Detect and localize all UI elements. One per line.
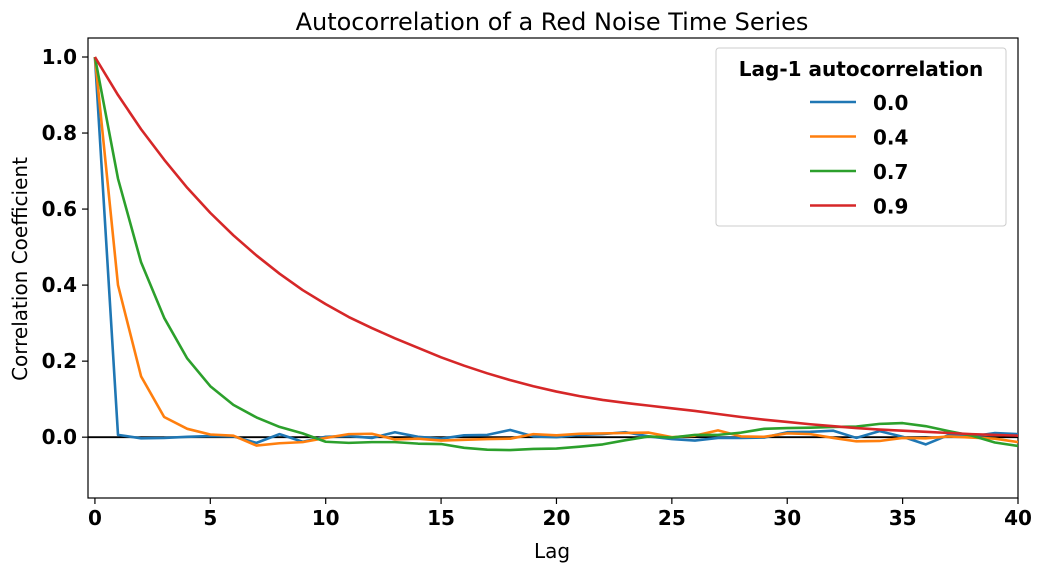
legend-item: 0.7 xyxy=(810,160,908,184)
legend-item: 0.9 xyxy=(810,195,908,219)
x-tick-label: 30 xyxy=(773,506,801,530)
x-tick-label: 15 xyxy=(427,506,455,530)
y-tick-label: 0.4 xyxy=(42,273,77,297)
x-tick-label: 10 xyxy=(312,506,340,530)
x-tick-label: 40 xyxy=(1004,506,1032,530)
series-line-0-4 xyxy=(93,56,1018,447)
x-tick-label: 35 xyxy=(889,506,917,530)
y-axis-label: Correlation Coefficient xyxy=(8,157,32,381)
series-line-0-0 xyxy=(93,56,1018,446)
legend-label: 0.0 xyxy=(873,91,908,115)
legend-item: 0.4 xyxy=(810,126,908,150)
legend-label: 0.9 xyxy=(873,195,908,219)
legend-item: 0.0 xyxy=(810,91,908,115)
x-tick-label: 25 xyxy=(658,506,686,530)
y-tick-label: 0.0 xyxy=(42,425,77,449)
series-line-0-9 xyxy=(93,56,1018,437)
x-tick-label: 0 xyxy=(88,506,102,530)
x-axis-label: Lag xyxy=(534,539,570,563)
y-tick-label: 0.6 xyxy=(42,197,77,221)
chart-title: Autocorrelation of a Red Noise Time Seri… xyxy=(296,8,809,36)
plot-frame xyxy=(87,37,1019,499)
legend-title: Lag-1 autocorrelation xyxy=(739,57,983,81)
x-tick-label: 5 xyxy=(203,506,217,530)
series-line-0-7 xyxy=(93,56,1018,452)
legend: Lag-1 autocorrelation 0.0 0.4 0.7 0.9 xyxy=(715,47,1007,227)
y-tick-label: 0.2 xyxy=(42,349,77,373)
legend-box xyxy=(715,47,1007,227)
plot-area: 0 5 10 15 20 25 30 35 40 0.0 0.2 0.4 0.6 0.8 1.0 xyxy=(42,37,1032,530)
x-tick-label: 20 xyxy=(543,506,571,530)
legend-label: 0.7 xyxy=(873,160,908,184)
y-tick-label: 1.0 xyxy=(42,45,77,69)
y-tick-label: 0.8 xyxy=(42,121,77,145)
legend-label: 0.4 xyxy=(873,126,908,150)
